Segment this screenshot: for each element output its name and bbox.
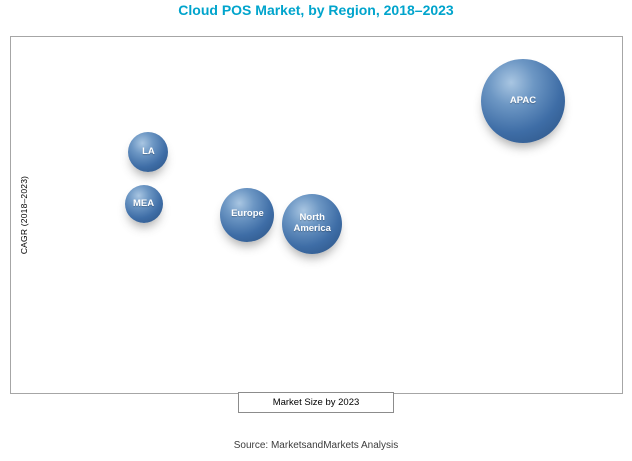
bubble-label: Europe [231, 208, 264, 220]
bubble-north-america: North America [282, 193, 343, 254]
bubble-label: North America [293, 211, 331, 234]
chart-title: Cloud POS Market, by Region, 2018–2023 [178, 2, 454, 18]
x-axis-label: Market Size by 2023 [237, 392, 395, 413]
x-axis-label-row: Market Size by 2023 [0, 392, 632, 413]
plot-area: APAC LA MEA Europe North America [11, 37, 622, 393]
source-note: Source: MarketsandMarkets Analysis [233, 440, 399, 451]
bubble-europe: Europe [220, 187, 275, 242]
bubble-label: APAC [509, 94, 537, 106]
bubble-mea: MEA [124, 185, 163, 224]
bubble-label: LA [142, 145, 155, 157]
bubble-label: MEA [133, 197, 155, 209]
bubble-apac: APAC [481, 59, 566, 144]
bubble-la: LA [128, 132, 169, 173]
chart-frame: CAGR (2018–2023) APAC LA MEA Europe North Am… [10, 36, 623, 394]
